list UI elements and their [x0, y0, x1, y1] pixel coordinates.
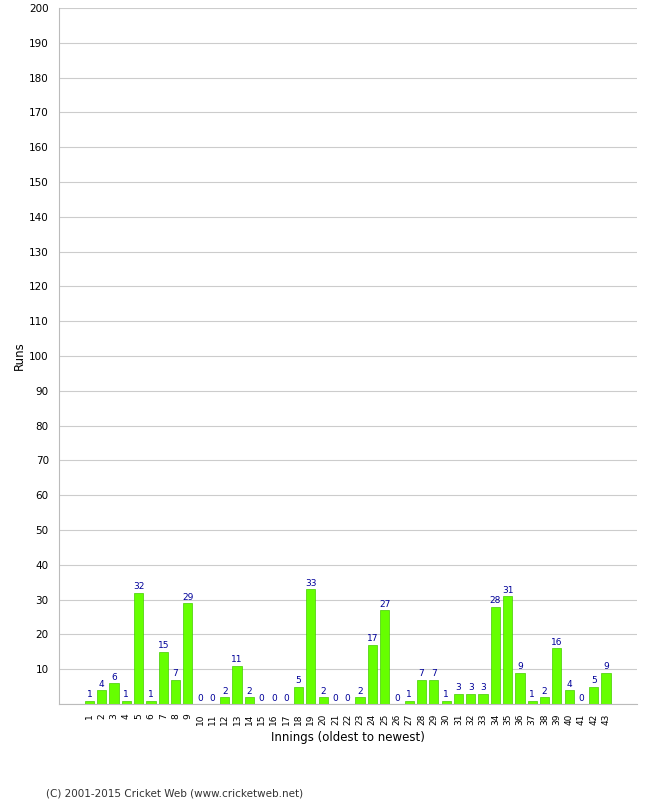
- Bar: [515, 673, 525, 704]
- Text: 1: 1: [443, 690, 449, 699]
- Text: 5: 5: [296, 676, 302, 686]
- Bar: [356, 697, 365, 704]
- Bar: [368, 645, 377, 704]
- X-axis label: Innings (oldest to newest): Innings (oldest to newest): [271, 730, 424, 744]
- Bar: [601, 673, 611, 704]
- Bar: [441, 701, 451, 704]
- Text: 2: 2: [358, 686, 363, 696]
- Bar: [134, 593, 143, 704]
- Bar: [380, 610, 389, 704]
- Bar: [491, 606, 500, 704]
- Text: 0: 0: [283, 694, 289, 702]
- Bar: [159, 652, 168, 704]
- Bar: [429, 680, 439, 704]
- Bar: [306, 589, 315, 704]
- Bar: [503, 596, 512, 704]
- Text: 1: 1: [406, 690, 412, 699]
- Bar: [220, 697, 229, 704]
- Text: 0: 0: [345, 694, 350, 702]
- Bar: [565, 690, 574, 704]
- Text: 9: 9: [517, 662, 523, 671]
- Text: 0: 0: [209, 694, 215, 702]
- Text: 1: 1: [529, 690, 535, 699]
- Text: 4: 4: [566, 680, 572, 689]
- Text: 7: 7: [431, 670, 437, 678]
- Bar: [183, 603, 192, 704]
- Text: 3: 3: [480, 683, 486, 692]
- Text: 27: 27: [379, 600, 391, 609]
- Text: 1: 1: [148, 690, 154, 699]
- Bar: [122, 701, 131, 704]
- Text: 31: 31: [502, 586, 514, 594]
- Bar: [233, 666, 242, 704]
- Text: 3: 3: [456, 683, 462, 692]
- Text: 4: 4: [99, 680, 105, 689]
- Bar: [97, 690, 107, 704]
- Text: 29: 29: [182, 593, 194, 602]
- Bar: [589, 686, 599, 704]
- Text: 3: 3: [468, 683, 474, 692]
- Text: 1: 1: [124, 690, 129, 699]
- Bar: [466, 694, 475, 704]
- Text: 0: 0: [394, 694, 400, 702]
- Text: 9: 9: [603, 662, 609, 671]
- Bar: [171, 680, 180, 704]
- Bar: [528, 701, 537, 704]
- Text: 32: 32: [133, 582, 144, 591]
- Text: 0: 0: [333, 694, 338, 702]
- Text: 2: 2: [222, 686, 227, 696]
- Bar: [478, 694, 488, 704]
- Text: 15: 15: [157, 642, 169, 650]
- Bar: [146, 701, 155, 704]
- Text: 0: 0: [578, 694, 584, 702]
- Text: 16: 16: [551, 638, 563, 647]
- Text: 0: 0: [259, 694, 265, 702]
- Text: 0: 0: [197, 694, 203, 702]
- Bar: [318, 697, 328, 704]
- Text: 2: 2: [320, 686, 326, 696]
- Text: 6: 6: [111, 673, 117, 682]
- Text: 28: 28: [489, 596, 501, 605]
- Y-axis label: Runs: Runs: [13, 342, 26, 370]
- Text: 7: 7: [173, 670, 178, 678]
- Text: 2: 2: [246, 686, 252, 696]
- Text: 7: 7: [419, 670, 424, 678]
- Bar: [540, 697, 549, 704]
- Bar: [244, 697, 254, 704]
- Bar: [405, 701, 414, 704]
- Bar: [454, 694, 463, 704]
- Text: 2: 2: [541, 686, 547, 696]
- Text: (C) 2001-2015 Cricket Web (www.cricketweb.net): (C) 2001-2015 Cricket Web (www.cricketwe…: [46, 788, 303, 798]
- Bar: [84, 701, 94, 704]
- Text: 11: 11: [231, 655, 243, 664]
- Text: 5: 5: [591, 676, 597, 686]
- Text: 33: 33: [305, 578, 317, 588]
- Bar: [109, 683, 119, 704]
- Text: 17: 17: [367, 634, 378, 643]
- Text: 1: 1: [86, 690, 92, 699]
- Text: 0: 0: [271, 694, 277, 702]
- Bar: [552, 648, 562, 704]
- Bar: [294, 686, 303, 704]
- Bar: [417, 680, 426, 704]
